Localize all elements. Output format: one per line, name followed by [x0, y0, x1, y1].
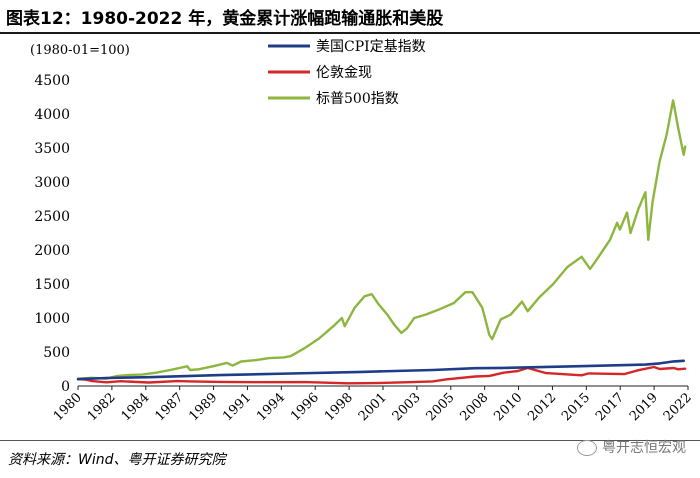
footer-divider — [0, 440, 700, 441]
x-tick-label: 2008 — [457, 390, 491, 424]
x-tick-label: 1991 — [220, 390, 254, 424]
x-tick-label: 1982 — [85, 390, 119, 424]
x-tick-label: 2017 — [593, 390, 627, 424]
x-axis: 1980 1982 1984 1987 1989 1991 1994 1996 1998 2001… — [51, 386, 695, 424]
series-lines — [76, 99, 687, 385]
x-tick-label: 1989 — [186, 390, 220, 424]
series-line-1 — [76, 365, 687, 385]
y-tick-label: 2000 — [34, 243, 70, 259]
y-axis-unit-label: (1980-01=100) — [30, 43, 130, 58]
chart-title: 图表12：1980-2022 年，黄金累计涨幅跑输通胀和美股 — [6, 9, 444, 29]
x-tick-label: 2022 — [661, 390, 695, 424]
series-line-0 — [76, 359, 686, 381]
y-tick-label: 1000 — [34, 311, 70, 327]
legend-label: 标普500指数 — [316, 91, 399, 107]
x-tick-label: 1996 — [288, 390, 322, 424]
title-divider — [0, 32, 700, 34]
y-tick-label: 4000 — [34, 107, 70, 123]
source-note: 资料来源：Wind、粤开证券研究院 — [8, 452, 226, 468]
y-axis: 0 500 1000 1500 2000 2500 3000 3500 4000 4500 — [34, 73, 70, 395]
y-tick-label: 2500 — [34, 209, 70, 225]
x-tick-label: 1980 — [51, 390, 85, 424]
watermark-text: 粤开志恒宏观 — [602, 440, 686, 456]
legend-label: 美国CPI定基指数 — [316, 38, 426, 55]
x-tick-label: 1984 — [119, 390, 153, 424]
y-tick-label: 500 — [43, 345, 70, 361]
x-tick-label: 2001 — [356, 390, 390, 424]
x-tick-label: 2005 — [424, 390, 458, 424]
x-tick-label: 2012 — [525, 390, 559, 424]
y-tick-label: 4500 — [34, 73, 70, 89]
wechat-icon — [577, 440, 597, 456]
y-tick-label: 3000 — [34, 175, 70, 191]
watermark: 粤开志恒宏观 — [577, 437, 686, 457]
x-tick-label: 2003 — [390, 390, 424, 424]
legend-label: 伦敦金现 — [316, 65, 372, 81]
series-line-2 — [76, 99, 687, 380]
x-tick-label: 2015 — [559, 390, 593, 424]
y-tick-label: 3500 — [34, 141, 70, 157]
x-tick-label: 1998 — [322, 390, 356, 424]
y-tick-label: 1500 — [34, 277, 70, 293]
y-tick-label: 0 — [61, 379, 70, 395]
x-tick-label: 1987 — [152, 390, 186, 424]
x-tick-label: 2019 — [627, 390, 661, 424]
x-tick-label: 1994 — [254, 390, 288, 424]
x-tick-label: 2010 — [491, 390, 525, 424]
